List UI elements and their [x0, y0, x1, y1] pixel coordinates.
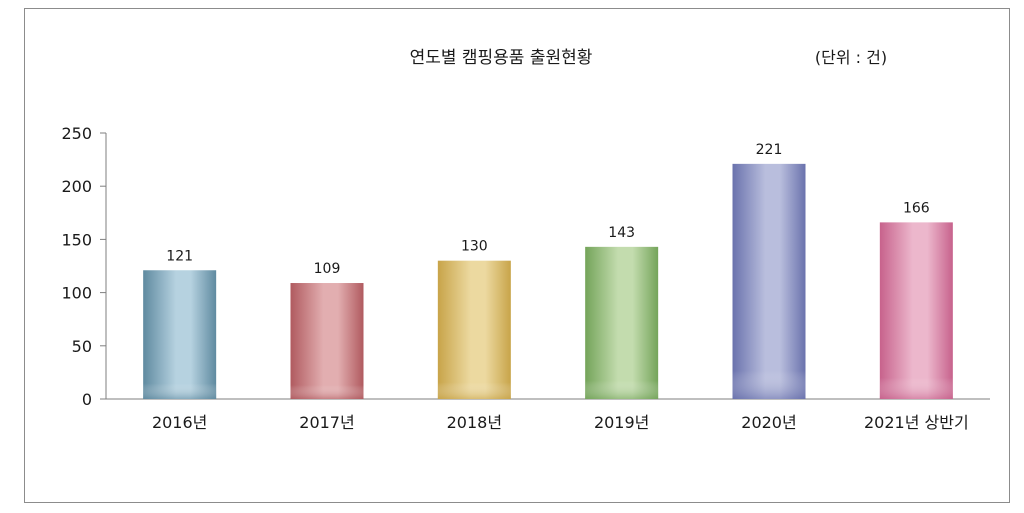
chart-frame: [24, 8, 1010, 503]
bar-shade: [732, 163, 806, 399]
bar-shade: [143, 270, 217, 399]
data-label: 221: [756, 142, 783, 158]
y-tick-label: 150: [61, 230, 92, 249]
y-tick-label: 100: [61, 284, 92, 303]
unit-label: (단위 : 건): [815, 48, 887, 67]
x-tick-label: 2019년: [594, 413, 649, 432]
chart-title: 연도별 캠핑용품 출원현황: [410, 48, 593, 68]
x-tick-label: 2018년: [447, 413, 502, 432]
y-tick-label: 0: [82, 390, 92, 409]
data-label: 166: [903, 200, 930, 216]
bar-shade: [290, 283, 364, 399]
data-label: 109: [314, 261, 341, 277]
data-label: 130: [461, 239, 488, 255]
x-tick-label: 2021년 상반기: [864, 413, 969, 432]
data-label: 143: [608, 225, 635, 241]
x-axis-ticks: 2016년 2017년 2018년 2019년 2020년 2021년 상반기: [152, 413, 969, 432]
y-tick-label: 50: [72, 337, 92, 356]
y-tick-label: 250: [61, 124, 92, 143]
y-tick-label: 200: [61, 177, 92, 196]
bar-shade: [437, 260, 511, 399]
bar-shade: [585, 246, 659, 399]
x-tick-label: 2017년: [299, 413, 354, 432]
y-axis-ticks: 0 50 100 150 200 250: [61, 124, 106, 409]
x-tick-label: 2016년: [152, 413, 207, 432]
data-label: 121: [166, 248, 193, 264]
bar-shade: [879, 222, 953, 399]
x-tick-label: 2020년: [741, 413, 796, 432]
bars-group: 121 109 130 143 221 166: [143, 142, 953, 399]
